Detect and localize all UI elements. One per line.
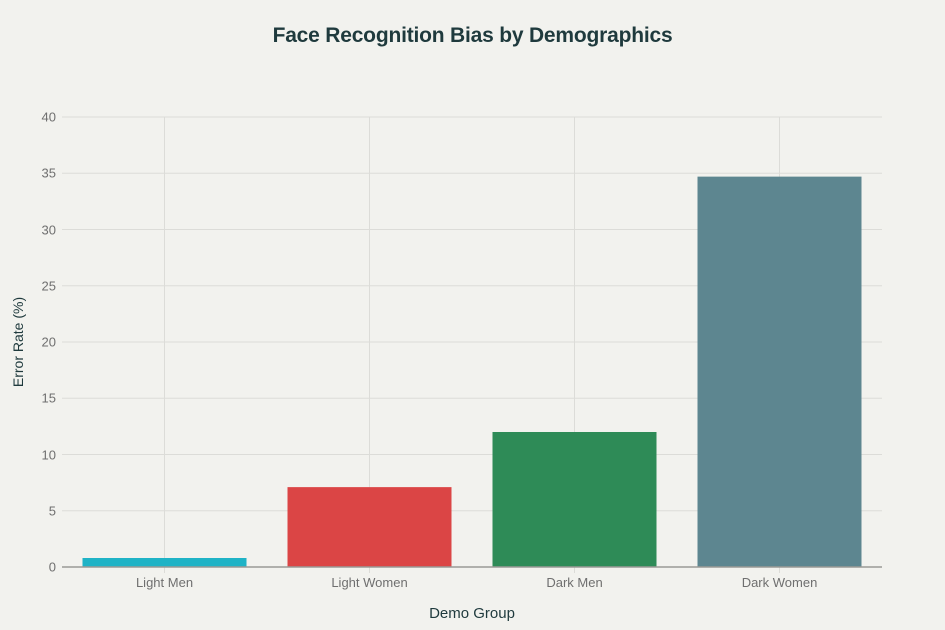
- chart-title: Face Recognition Bias by Demographics: [272, 24, 673, 47]
- y-tick-label: 0: [48, 559, 56, 575]
- x-tick-label: Light Women: [331, 575, 408, 590]
- y-tick-label: 40: [41, 109, 56, 125]
- y-tick-label: 5: [48, 503, 56, 519]
- y-tick-label: 20: [41, 334, 56, 350]
- bar-light-men[interactable]: [82, 558, 247, 567]
- y-axis-label: Error Rate (%): [10, 296, 26, 388]
- x-tick-label: Light Men: [135, 575, 194, 590]
- bar-light-women[interactable]: [287, 487, 452, 567]
- bar-dark-men[interactable]: [492, 432, 657, 567]
- y-tick-label: 10: [41, 447, 56, 462]
- x-tick-label: Dark Women: [741, 575, 818, 590]
- x-axis-label: Demo Group: [429, 605, 515, 622]
- y-tick-label: 25: [41, 278, 56, 294]
- bar-dark-women[interactable]: [697, 176, 862, 567]
- y-tick-label: 35: [41, 165, 56, 181]
- y-tick-label: 15: [41, 390, 56, 406]
- y-tick-label: 30: [41, 222, 56, 237]
- x-tick-label: Dark Men: [546, 575, 603, 590]
